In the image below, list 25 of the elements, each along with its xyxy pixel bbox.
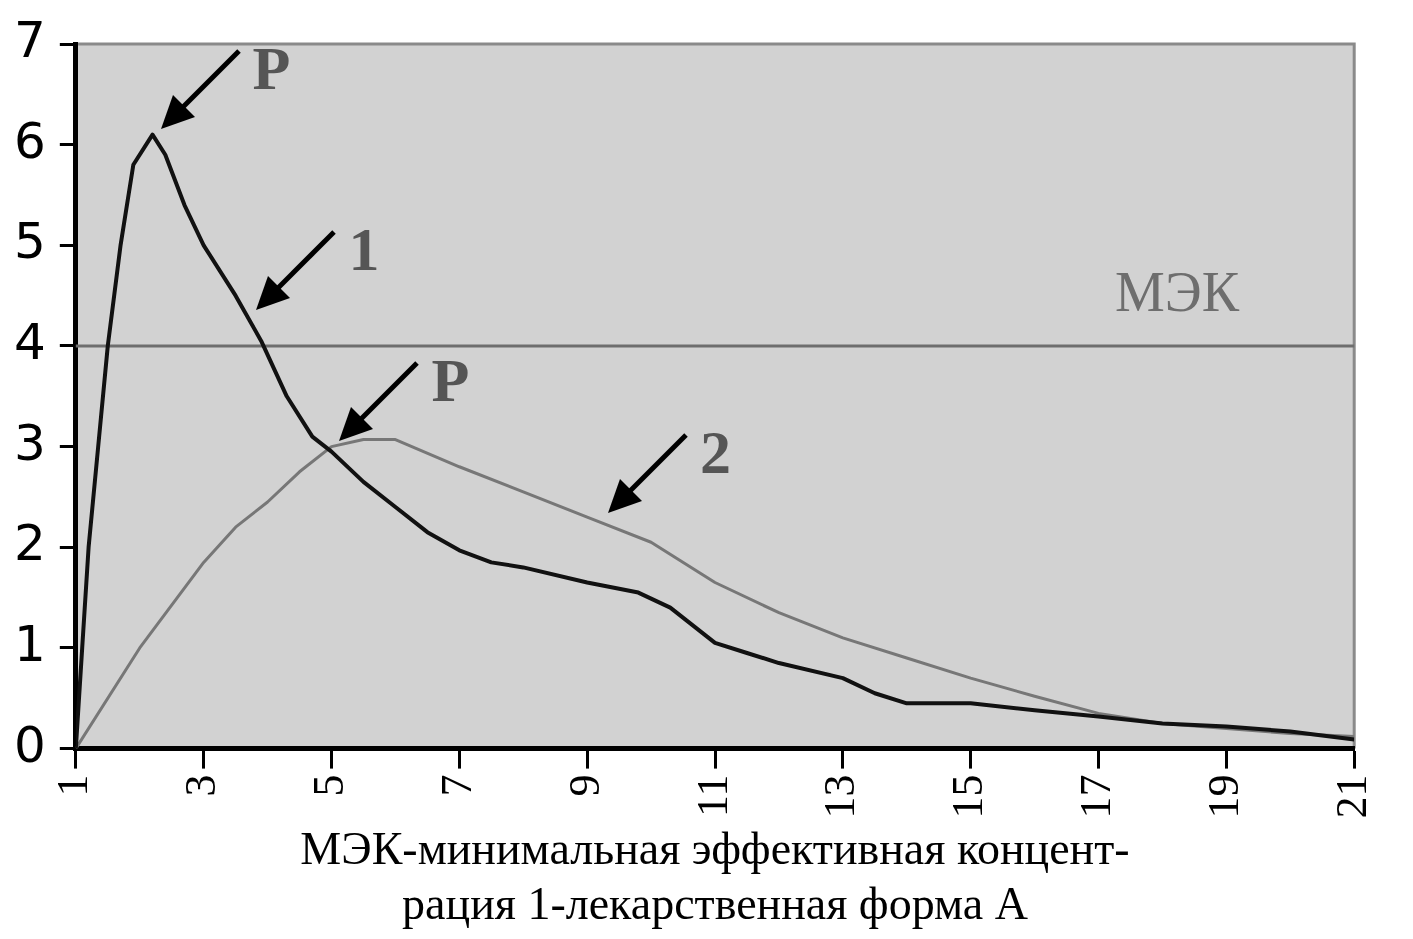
y-tick-label: 0 (14, 715, 46, 774)
x-tick-label: 9 (559, 774, 609, 797)
y-tick-label: 5 (14, 212, 46, 271)
y-tick-label: 6 (14, 111, 46, 170)
x-axis-title: МЭК-минимальная эффективная концент- рация 1-лекарственная форма А (300, 823, 1130, 930)
x-tick-label: 5 (304, 774, 354, 797)
annotation: P (252, 33, 291, 102)
x-tick-label: 1 (48, 774, 98, 797)
y-tick-label: 7 (14, 10, 46, 69)
x-tick-label: 17 (1071, 774, 1121, 819)
x-tick-label: 11 (687, 774, 737, 817)
y-tick-label: 1 (14, 614, 46, 673)
annotation: 2 (699, 418, 731, 487)
x-tick-label: 19 (1198, 774, 1248, 819)
annotation: 1 (348, 214, 380, 283)
x-tick-label: 7 (431, 774, 481, 797)
y-tick-label: 3 (14, 413, 46, 472)
x-tick-label: 13 (815, 774, 865, 819)
x-tick-label: 15 (943, 774, 993, 819)
y-tick-label: 4 (14, 312, 46, 371)
annotation: P (431, 345, 470, 414)
ref-line-label: МЭК (1115, 260, 1240, 323)
x-tick-label: 3 (176, 774, 226, 797)
y-tick-label: 2 (14, 514, 46, 573)
x-tick-label: 21 (1326, 774, 1376, 819)
